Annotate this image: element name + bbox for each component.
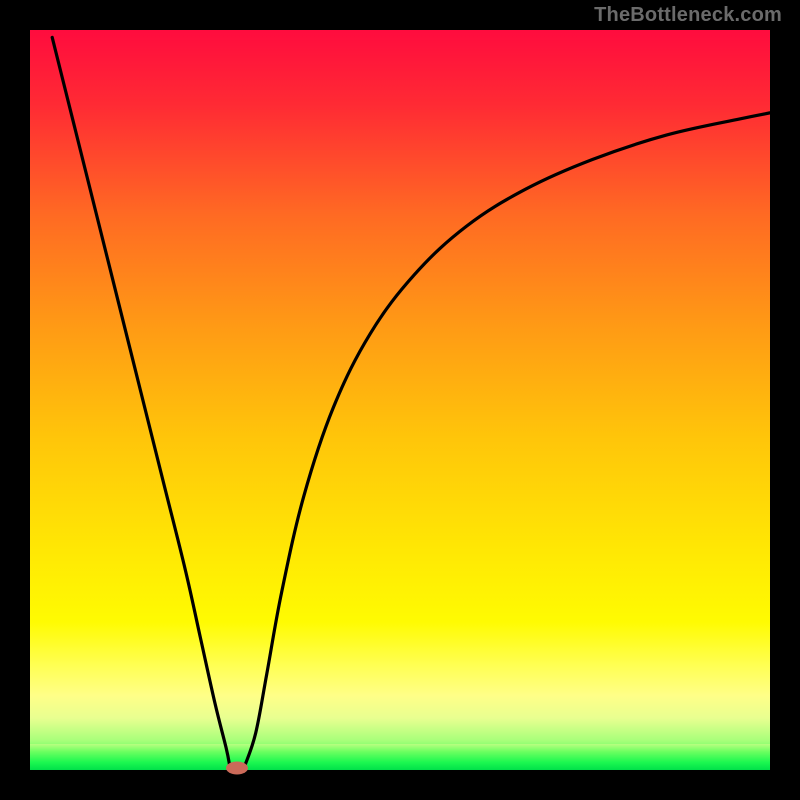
plot-area bbox=[30, 30, 770, 770]
curve-left-branch bbox=[52, 37, 230, 766]
minimum-marker bbox=[226, 761, 248, 774]
chart-svg bbox=[30, 30, 770, 770]
curve-right-branch bbox=[245, 113, 770, 766]
watermark-text: TheBottleneck.com bbox=[594, 4, 782, 27]
